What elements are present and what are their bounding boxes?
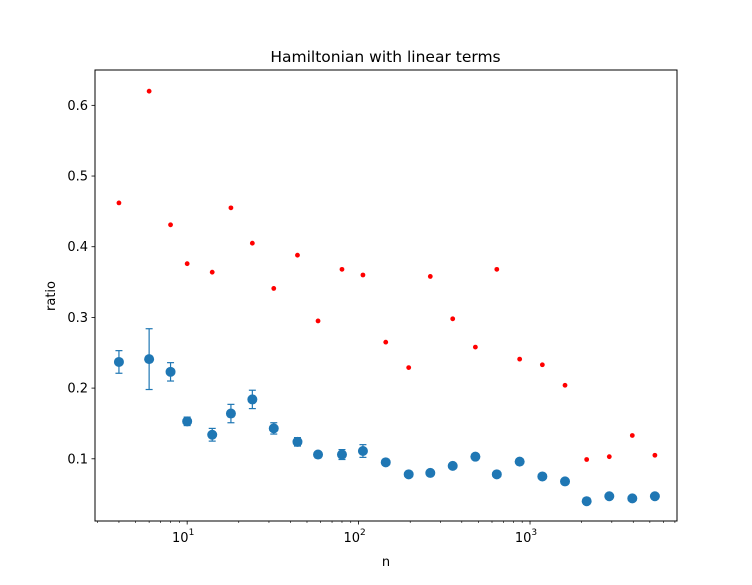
data-point [380,457,391,468]
data-point [313,449,324,460]
data-point [606,454,612,460]
x-tick-label-base: 10 [343,531,360,546]
data-point [182,416,193,427]
data-point [383,339,389,345]
chart-title: Hamiltonian with linear terms [270,48,500,66]
data-point [447,460,458,471]
data-point [315,318,321,324]
data-point [360,272,366,278]
y-tick-label: 0.1 [67,452,88,467]
data-point [627,493,638,504]
data-point [406,365,412,371]
y-tick-label: 0.4 [67,240,88,255]
y-tick-label: 0.3 [67,311,88,326]
data-point [403,469,414,480]
data-point [207,429,218,440]
axes-frame [94,69,678,522]
data-point [604,491,615,502]
data-point [144,354,155,365]
data-point [249,240,255,246]
y-tick-label: 0.5 [67,170,88,185]
data-point [629,433,635,438]
data-point [472,344,478,350]
data-point [494,266,500,272]
data-point [470,451,481,462]
data-point [491,469,502,480]
y-axis-label: ratio [44,281,59,311]
data-point [165,366,176,377]
data-point [427,274,433,279]
x-tick-label-base: 10 [515,531,532,546]
x-axis: 101 102 103 [97,521,676,546]
data-point [357,446,368,457]
data-point [581,496,592,507]
data-point [268,423,279,434]
data-point [184,261,190,267]
data-point [116,200,122,206]
data-point [584,457,590,462]
data-point [146,88,152,94]
data-point [450,316,456,322]
data-point [539,362,545,368]
x-tick-label: 103 [515,528,537,546]
data-point [537,471,548,482]
series-1 [116,88,658,462]
data-point [271,286,277,291]
data-point [292,436,303,447]
y-axis: 0.1 0.2 0.3 0.4 0.5 0.6 [67,99,95,467]
data-point [517,356,523,362]
x-tick-label-exponent: 2 [360,528,366,538]
data-point [339,266,345,272]
data-point [336,449,347,460]
y-tick-label: 0.2 [67,382,88,397]
x-tick-label-base: 10 [172,531,189,546]
y-tick-label: 0.6 [67,99,88,114]
data-point [168,222,173,228]
data-point [560,476,571,487]
x-axis-label: n [382,555,390,570]
series-0 [113,328,660,507]
x-tick-label: 102 [343,528,365,546]
data-point [514,456,525,467]
data-point [649,491,660,502]
plot-area [113,88,660,507]
data-point [247,394,258,405]
data-point [228,205,234,211]
x-tick-label-exponent: 1 [189,528,195,538]
data-point [562,382,568,388]
data-point [113,356,124,367]
x-tick-label-exponent: 3 [531,528,537,538]
data-point [209,269,215,275]
data-point [425,467,436,478]
x-tick-label: 101 [172,528,194,546]
data-point [295,252,300,258]
data-point [652,452,658,458]
data-point [225,408,236,419]
